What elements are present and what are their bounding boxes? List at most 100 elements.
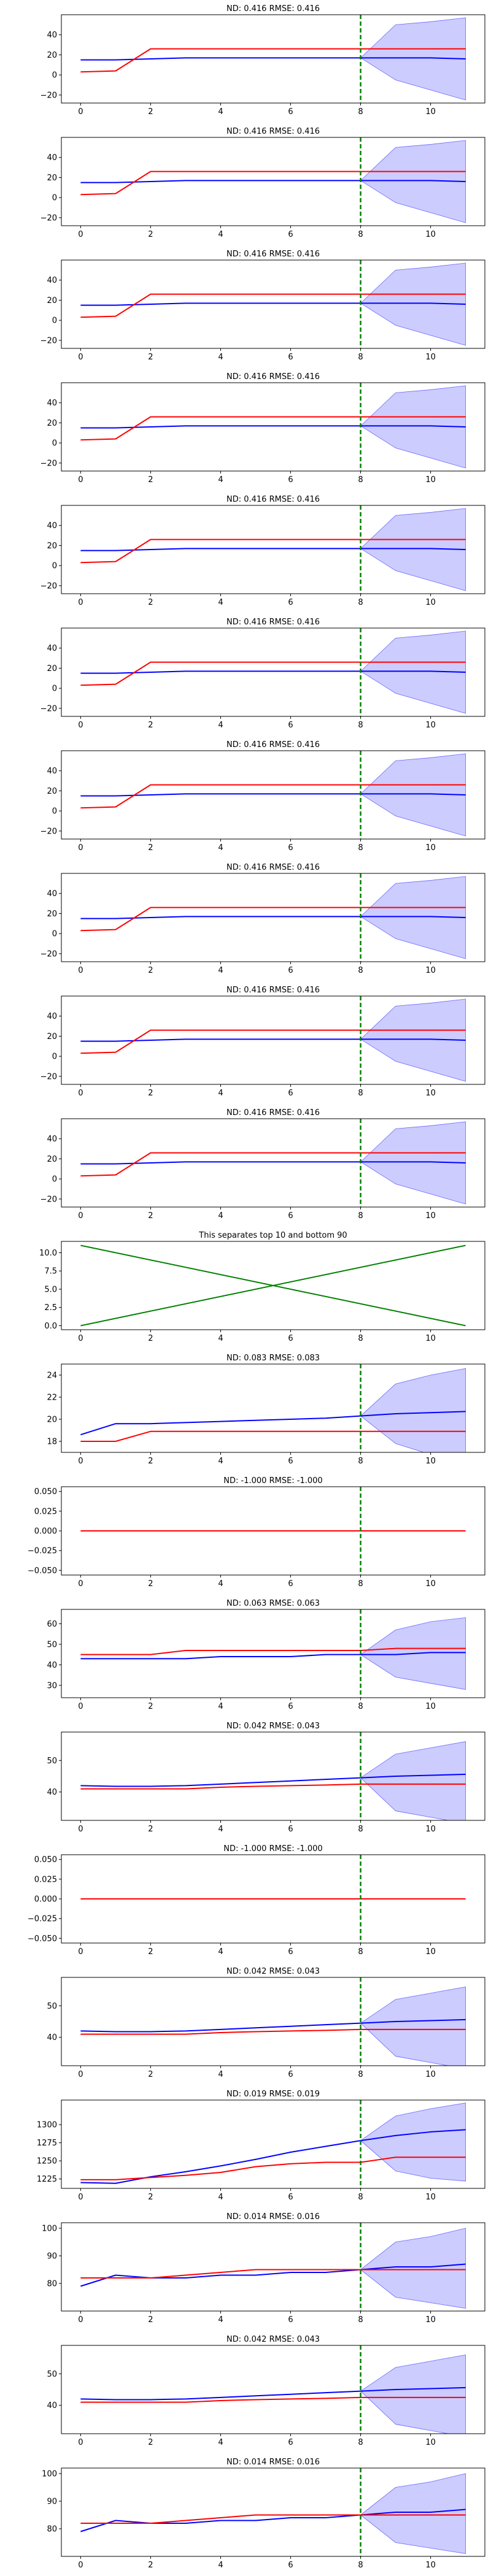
y-tick-label: 0	[52, 439, 57, 448]
x-tick-label: 6	[288, 107, 293, 117]
x-tick-label: 6	[288, 2193, 293, 2202]
x-tick-label: 4	[218, 598, 223, 607]
y-tick-label: −0.025	[28, 1547, 57, 1556]
y-tick-label: −0.050	[28, 1566, 57, 1576]
x-tick-label: 10	[425, 2193, 436, 2202]
x-tick-label: 4	[218, 230, 223, 239]
x-tick-label: 2	[148, 598, 153, 607]
y-tick-label: 0.000	[34, 1527, 57, 1536]
x-tick-label: 0	[78, 1825, 83, 1834]
x-tick-label: 6	[288, 2438, 293, 2447]
chart-panel-4: ND: 0.416 RMSE: 0.416 0 2 4 6 8 10 −20 0 20 40	[41, 372, 485, 485]
plot-area	[80, 1986, 466, 2066]
x-tick-label: 2	[148, 2315, 153, 2325]
y-tick-label: −20	[41, 459, 57, 468]
x-tick-label: 2	[148, 1334, 153, 1343]
chart-title: ND: 0.014 RMSE: 0.016	[226, 2458, 320, 2467]
plot-area	[80, 999, 466, 1082]
axes-frame	[61, 995, 485, 1085]
x-tick-label: 2	[148, 1457, 153, 1466]
y-tick-label: 40	[47, 1012, 57, 1021]
plot-area	[80, 2473, 466, 2554]
y-tick-label: 0	[52, 684, 57, 694]
chart-panel-21: ND: 0.014 RMSE: 0.016 0 2 4 6 8 10 80 90 100	[42, 2458, 485, 2570]
x-tick-label: 8	[358, 1579, 363, 1589]
x-tick-label: 2	[148, 230, 153, 239]
x-tick-label: 2	[148, 2193, 153, 2202]
x-tick-label: 10	[425, 1947, 436, 1957]
x-tick-label: 8	[358, 1457, 363, 1466]
chart-title: ND: 0.416 RMSE: 0.416	[226, 127, 320, 136]
y-tick-label: 40	[47, 521, 57, 531]
x-tick-label: 0	[78, 1947, 83, 1957]
chart-panel-7: ND: 0.416 RMSE: 0.416 0 2 4 6 8 10 −20 0 20 40	[41, 740, 485, 853]
x-tick-label: 2	[148, 2070, 153, 2079]
axes-frame	[61, 1363, 485, 1453]
plot-area	[80, 1244, 466, 1327]
y-tick-label: 100	[42, 2225, 57, 2234]
plot-area	[80, 753, 466, 837]
y-tick-label: 20	[47, 174, 57, 183]
series-line-1	[80, 1038, 466, 1042]
x-tick-label: 4	[218, 107, 223, 117]
x-tick-label: 0	[78, 598, 83, 607]
x-tick-label: 0	[78, 2438, 83, 2447]
x-tick-label: 4	[218, 1579, 223, 1589]
plot-area	[80, 17, 466, 101]
prediction-band	[360, 2473, 466, 2554]
y-tick-label: 90	[47, 2252, 57, 2261]
y-tick-label: 1250	[37, 2157, 57, 2166]
series-line-2	[80, 171, 466, 196]
x-tick-label: 10	[425, 2070, 436, 2079]
y-tick-label: 20	[47, 51, 57, 60]
series-line-2	[80, 293, 466, 318]
x-tick-label: 8	[358, 1334, 363, 1343]
y-tick-label: 40	[47, 1788, 57, 1797]
y-tick-label: −20	[41, 91, 57, 100]
x-tick-label: 8	[358, 1089, 363, 1098]
y-tick-label: 24	[47, 1371, 57, 1381]
y-tick-label: 20	[47, 664, 57, 673]
x-tick-label: 6	[288, 2315, 293, 2325]
series-line-1	[80, 180, 466, 183]
x-tick-label: 0	[78, 107, 83, 117]
x-tick-label: 8	[358, 2193, 363, 2202]
chart-panel-11: This separates top 10 and bottom 90 0 2 4 6 8…	[39, 1231, 485, 1343]
x-tick-label: 0	[78, 2561, 83, 2570]
y-tick-label: 20	[47, 296, 57, 305]
chart-panel-19: ND: 0.014 RMSE: 0.016 0 2 4 6 8 10 80 90 100	[42, 2212, 485, 2325]
y-tick-label: 20	[47, 419, 57, 428]
y-tick-label: 40	[47, 31, 57, 40]
y-tick-label: 0.025	[34, 1507, 57, 1516]
x-tick-label: 2	[148, 1211, 153, 1221]
y-tick-label: 20	[47, 787, 57, 796]
chart-title: ND: 0.042 RMSE: 0.043	[226, 1722, 320, 1731]
x-tick-label: 0	[78, 1579, 83, 1589]
chart-panel-18: ND: 0.019 RMSE: 0.019 0 2 4 6 8 10 1225 1250 1275…	[37, 2090, 485, 2202]
y-tick-label: 80	[47, 2280, 57, 2289]
chart-panel-16: ND: -1.000 RMSE: -1.000 0 2 4 6 8 10 −0.050 −0.0…	[28, 1844, 485, 1957]
series-line-1	[80, 1411, 466, 1436]
x-tick-label: 10	[425, 1089, 436, 1098]
x-tick-label: 4	[218, 721, 223, 730]
x-tick-label: 4	[218, 1211, 223, 1221]
axes-frame	[61, 1731, 485, 1821]
x-tick-label: 6	[288, 1334, 293, 1343]
y-tick-label: 100	[42, 2470, 57, 2479]
y-tick-label: 0	[52, 562, 57, 571]
y-tick-label: 0	[52, 316, 57, 326]
x-tick-label: 0	[78, 353, 83, 362]
x-tick-label: 2	[148, 1947, 153, 1957]
series-line-2	[80, 2156, 466, 2180]
series-line-2	[80, 2514, 466, 2524]
series-line-2	[80, 48, 466, 73]
x-tick-label: 4	[218, 475, 223, 485]
plot-area	[80, 876, 466, 959]
chart-panel-8: ND: 0.416 RMSE: 0.416 0 2 4 6 8 10 −20 0 20 40	[41, 863, 485, 975]
x-tick-label: 4	[218, 1947, 223, 1957]
x-tick-label: 10	[425, 966, 436, 975]
chart-title: ND: 0.416 RMSE: 0.416	[226, 372, 320, 381]
series-line-2	[80, 2269, 466, 2279]
x-tick-label: 10	[425, 843, 436, 853]
x-tick-label: 2	[148, 353, 153, 362]
